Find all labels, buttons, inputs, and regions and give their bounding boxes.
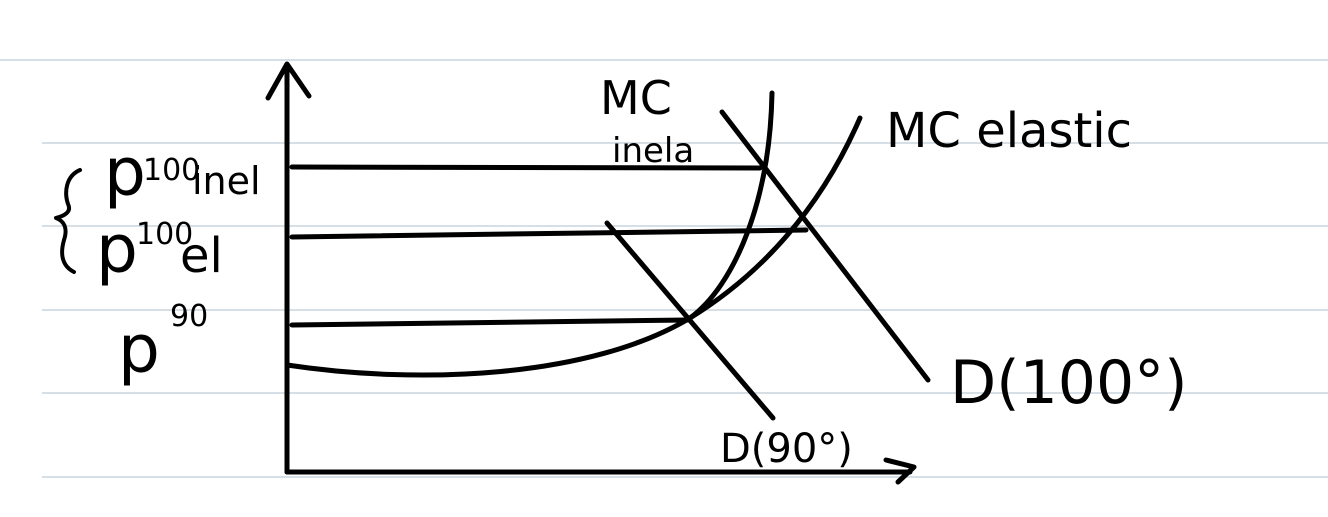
price-line-p100-inelastic: [289, 164, 763, 171]
brace: [54, 168, 82, 274]
label-mc-inelastic-line1: MC: [600, 71, 672, 125]
y-axis-arrowhead: [265, 61, 312, 101]
label-mc-elastic: MC elastic: [886, 103, 1132, 159]
demand-curve-100: [719, 109, 931, 383]
ruled-lines: [0, 59, 1328, 478]
demand-curve-90: [604, 220, 776, 421]
label-p100-elastic: p 100 el: [96, 183, 223, 288]
mc-elastic-curve: [284, 115, 863, 378]
label-demand-100: D(100°): [950, 348, 1188, 418]
x-axis-arrowhead: [883, 457, 917, 485]
label-p90: p 90: [118, 299, 208, 388]
price-line-p100-elastic: [289, 227, 809, 240]
price-line-p90: [289, 317, 691, 328]
label-demand-90: D(90°): [720, 426, 853, 472]
label-p100-inelastic: p 100 inel: [104, 119, 261, 211]
mc-inelastic-curve: [687, 90, 775, 321]
label-mc-inelastic-line2: inela: [612, 131, 694, 171]
